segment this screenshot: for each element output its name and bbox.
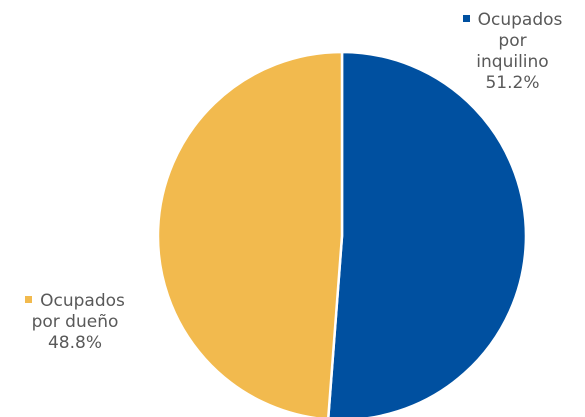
slice-label-tenant-text-1: Ocupados bbox=[477, 10, 563, 30]
slice-value-tenant: 51.2% bbox=[485, 73, 540, 93]
slice-label-tenant-line-1: Ocupados bbox=[440, 10, 585, 31]
slice-label-tenant-occupied: Ocupados por inquilino 51.2% bbox=[440, 10, 585, 94]
slice-label-owner-line-2: por dueño bbox=[31, 312, 119, 332]
pie-slice-tenant-occupied bbox=[327, 50, 528, 417]
slice-label-tenant-line-3: inquilino bbox=[476, 52, 549, 72]
slice-label-owner-line-1: Ocupados bbox=[0, 291, 150, 312]
pie-slices bbox=[156, 50, 528, 417]
pie-slice-owner-occupied bbox=[156, 50, 344, 417]
slice-label-owner-occupied: Ocupados por dueño 48.8% bbox=[0, 291, 150, 354]
legend-marker-tenant bbox=[462, 15, 470, 22]
legend-marker-owner bbox=[25, 296, 33, 303]
slice-value-owner: 48.8% bbox=[47, 333, 102, 353]
slice-label-owner-text-1: Ocupados bbox=[40, 291, 125, 311]
slice-label-tenant-line-2: por bbox=[498, 31, 527, 51]
